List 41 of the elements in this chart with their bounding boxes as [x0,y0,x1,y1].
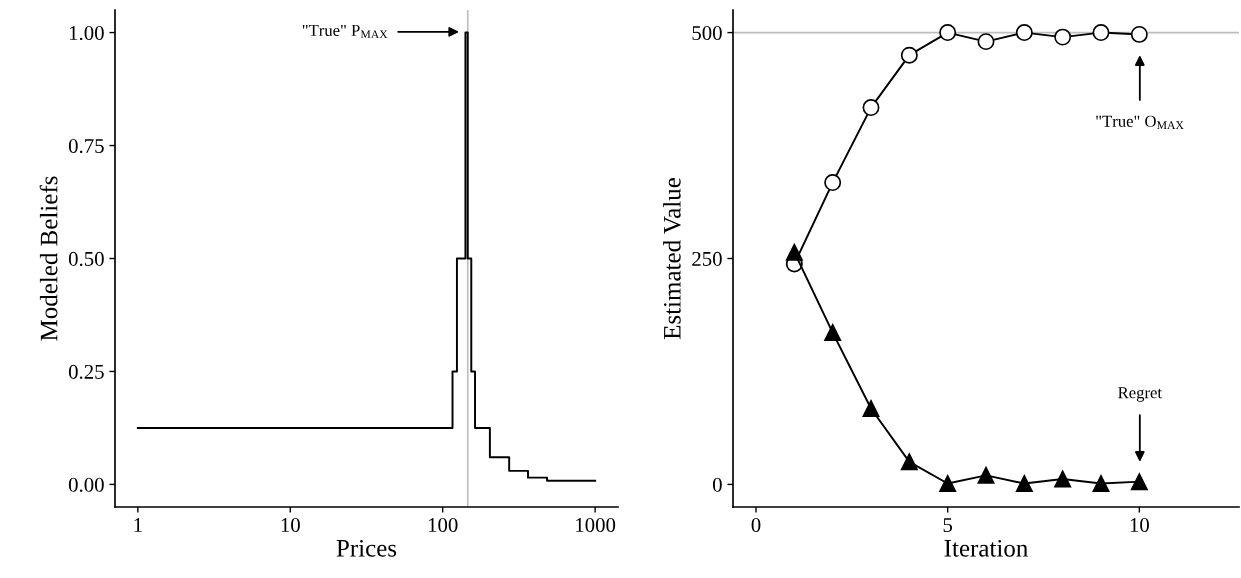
y-axis-title: Modeled Beliefs [39,176,58,341]
point [862,400,880,417]
y-tick-label: 0.50 [68,251,104,267]
point [1092,475,1110,492]
point [900,453,918,471]
y-tick-label: 0.25 [68,364,104,379]
point [900,46,918,64]
point [1130,25,1148,43]
x-tick-label: 100 [428,518,458,533]
point [939,24,957,42]
point [939,475,957,492]
point [1015,475,1033,492]
x-axis-title: Iteration [944,539,1028,557]
x-tick-label: 5 [943,518,953,533]
point [1130,473,1148,491]
x-tick-label: 10 [1130,518,1149,533]
point [1054,470,1072,488]
y-tick-label: 250 [692,251,722,266]
y-tick-label: 0.00 [68,477,104,492]
point [785,243,803,261]
annotation: Regret [1118,387,1162,402]
x-tick-label: 1 [134,518,142,532]
point [1092,24,1110,42]
point [824,174,842,192]
point [977,33,995,51]
y-tick-label: 0 [712,477,722,492]
point [824,324,842,342]
point [862,99,880,117]
x-tick-label: 1000 [576,518,616,533]
y-tick-label: 1.00 [69,25,104,41]
y-tick-label: 0.75 [68,138,104,154]
y-tick-label: 500 [692,25,722,41]
x-tick-label: 0 [751,518,761,533]
x-tick-label: 10 [281,518,300,533]
point [977,466,995,484]
annotation: "True" P$_{MAX}$ [302,24,388,39]
y-axis-title: Estimated Value [663,178,681,340]
annotation: "True" O$_{MAX}$ [1096,115,1184,129]
point [1054,28,1072,46]
point [1015,24,1033,42]
x-axis-title: Prices [336,539,397,557]
